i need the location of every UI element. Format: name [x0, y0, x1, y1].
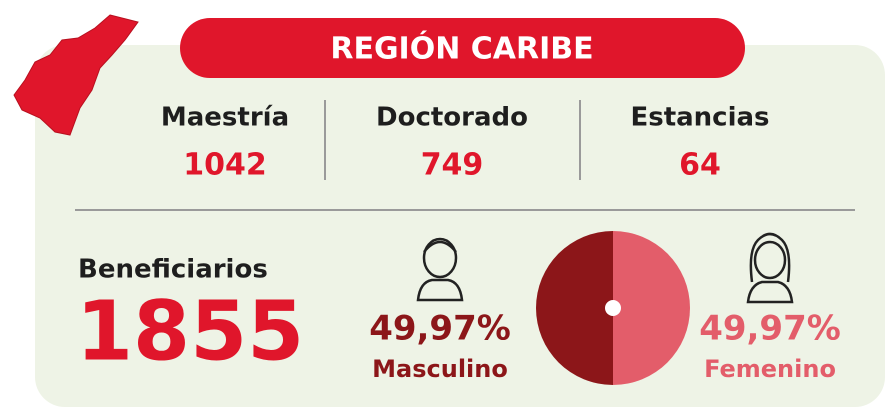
pie-slice [613, 231, 690, 385]
beneficiaries-value: 1855 [76, 284, 304, 379]
pie-legend: Femenino [704, 355, 836, 383]
female-icon [746, 232, 794, 304]
beneficiaries-label: Beneficiarios [78, 255, 268, 285]
pie-center [605, 300, 621, 316]
title-pill [180, 18, 745, 78]
stat-value: 64 [679, 148, 721, 183]
pie-value-label: 49,97% [699, 309, 841, 349]
pie-slice [536, 231, 613, 385]
stat-value: 749 [421, 148, 484, 183]
pie-legend: Masculino [372, 355, 508, 383]
stat-label: Estancias [630, 103, 769, 133]
stat-label: Doctorado [376, 103, 528, 133]
male-icon [416, 237, 464, 302]
pie-value-label: 49,97% [369, 309, 511, 349]
title: REGIÓN CARIBE [330, 30, 593, 67]
region-map [13, 14, 139, 136]
stat-label: Maestría [161, 103, 289, 133]
stat-value: 1042 [183, 148, 267, 183]
